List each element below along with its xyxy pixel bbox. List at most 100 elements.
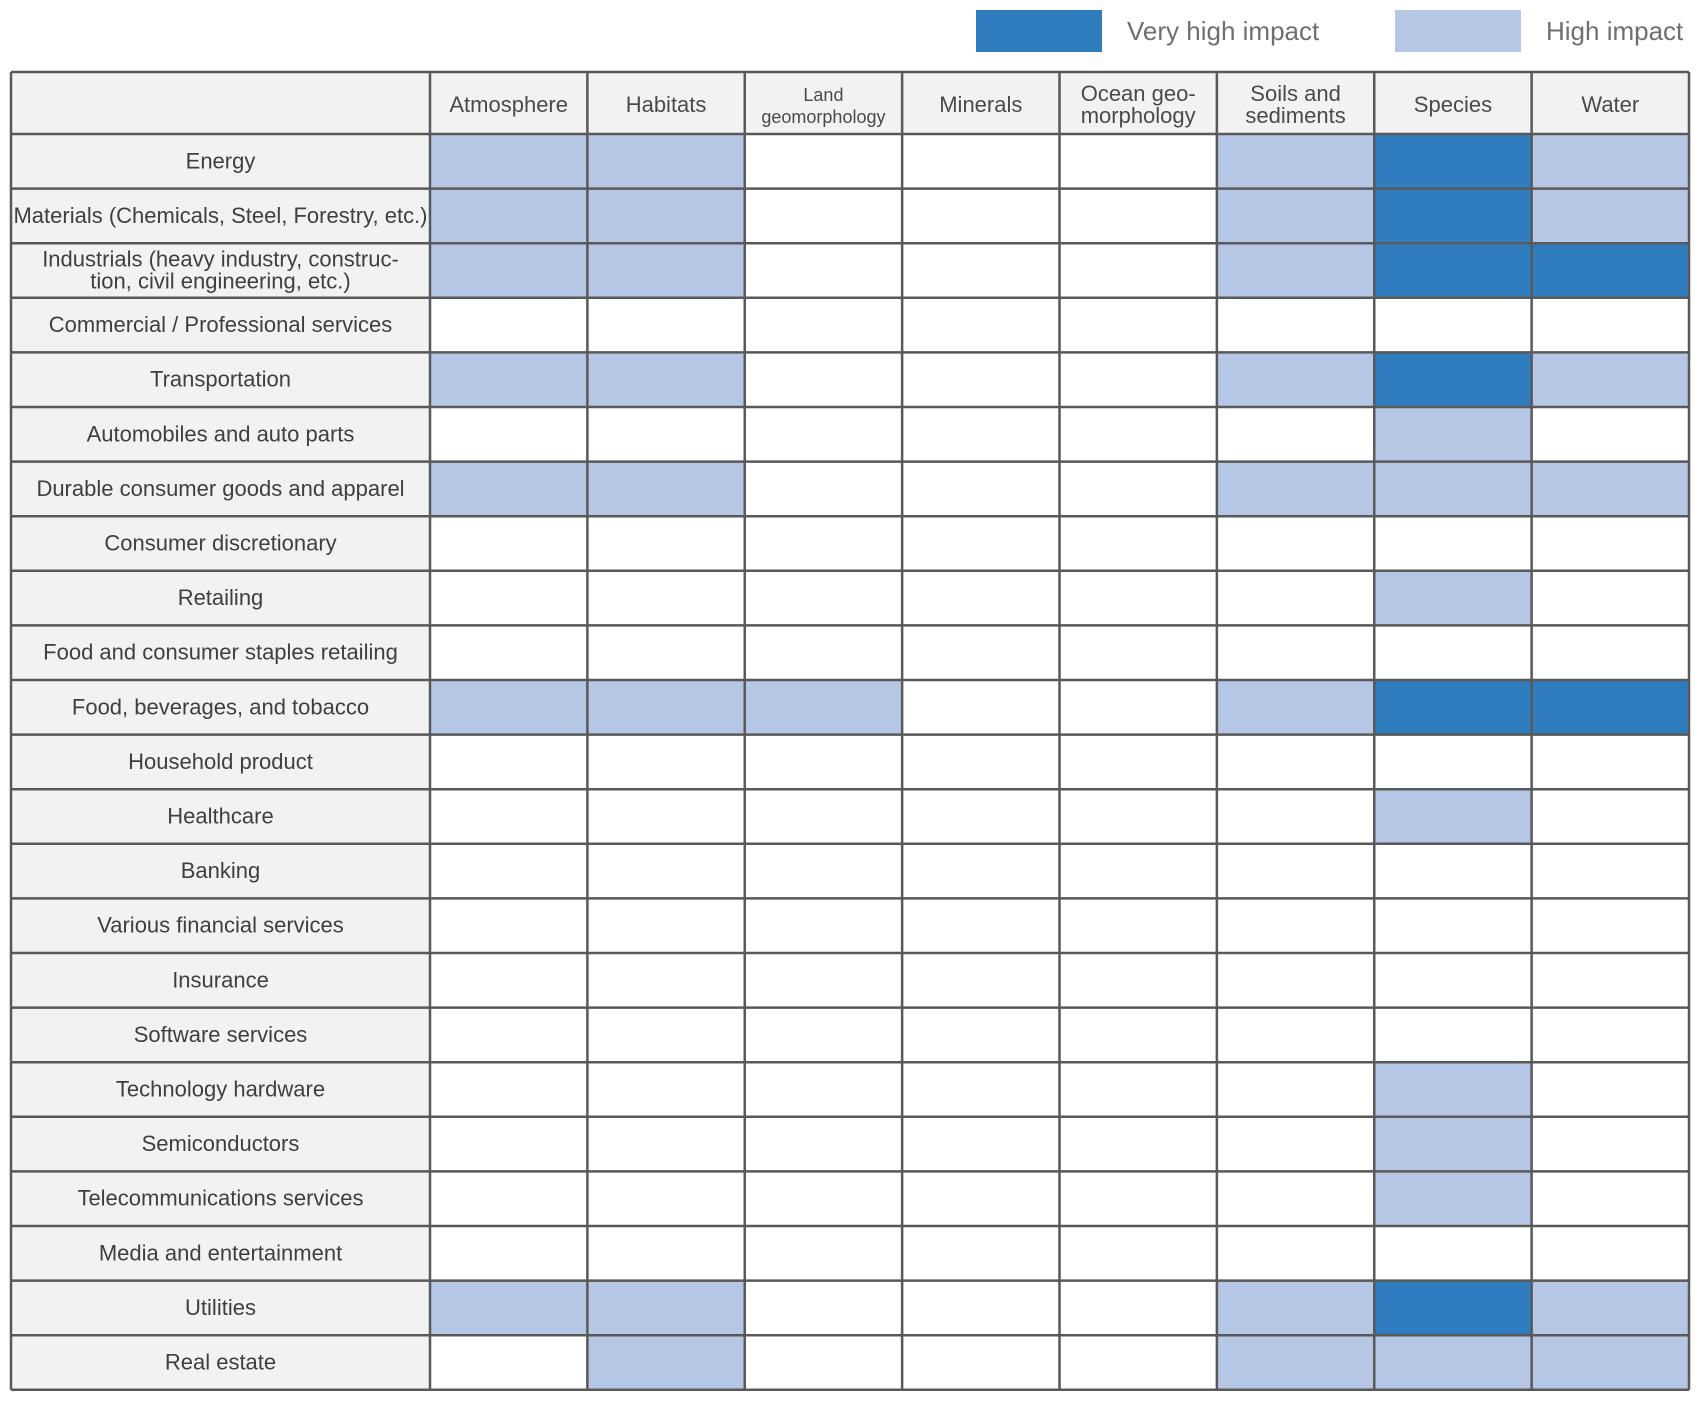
column-header-line: Atmosphere (449, 92, 568, 117)
row-label-line: Materials (Chemicals, Steel, Forestry, e… (13, 203, 427, 228)
matrix-cell (430, 188, 588, 244)
matrix-cell (1216, 1335, 1375, 1390)
matrix-cell (1059, 625, 1217, 680)
matrix-cell (1374, 680, 1532, 735)
matrix-cell (1059, 1007, 1217, 1063)
matrix-cell (430, 1171, 588, 1226)
row-label: Utilities (185, 1295, 256, 1320)
matrix-cell (1059, 570, 1217, 626)
matrix-cell (1059, 789, 1217, 844)
matrix-cell (902, 898, 1060, 953)
matrix-cell (1059, 680, 1217, 735)
matrix-cell (1059, 188, 1217, 244)
matrix-cell (430, 898, 588, 953)
row-label: Technology hardware (116, 1077, 325, 1102)
matrix-cell (1531, 243, 1689, 298)
row-label-line: Retailing (178, 585, 264, 610)
matrix-cell (744, 1007, 903, 1063)
matrix-cell (1216, 1280, 1375, 1336)
matrix-cell (587, 570, 745, 626)
matrix-cell (430, 243, 588, 298)
matrix-cell (1531, 680, 1689, 735)
matrix-cell (1216, 188, 1375, 244)
matrix-cell (430, 516, 588, 571)
matrix-cell (587, 1226, 745, 1281)
column-header-line: Minerals (939, 92, 1022, 117)
matrix-cell (430, 625, 588, 680)
matrix-cell (1374, 134, 1532, 189)
matrix-cell (1531, 297, 1689, 353)
column-header-line: Land (803, 85, 843, 105)
row-label: Software services (134, 1022, 308, 1047)
matrix-cell (1374, 1007, 1532, 1063)
matrix-cell (744, 243, 903, 298)
matrix-cell (744, 625, 903, 680)
matrix-cell (1216, 134, 1375, 189)
matrix-cell (744, 352, 903, 407)
matrix-cell (587, 789, 745, 844)
matrix-cell (587, 625, 745, 680)
matrix-cell (587, 461, 745, 517)
matrix-cell (1059, 734, 1217, 790)
matrix-cell (1059, 1062, 1217, 1117)
matrix-cell (587, 953, 745, 1008)
matrix-cell (1216, 1007, 1375, 1063)
row-label-line: Consumer discretionary (104, 531, 336, 556)
column-header-line: morphology (1081, 103, 1196, 128)
row-label: Retailing (178, 585, 264, 610)
matrix-cell (1374, 297, 1532, 353)
matrix-cell (1531, 1335, 1689, 1390)
row-label: Media and entertainment (99, 1240, 342, 1265)
row-label-line: Household product (128, 749, 313, 774)
matrix-cell (744, 680, 903, 735)
matrix-cell (902, 1226, 1060, 1281)
matrix-cell (587, 1335, 745, 1390)
matrix-cell (587, 134, 745, 189)
matrix-cell (1374, 789, 1532, 844)
matrix-cell (587, 1062, 745, 1117)
row-label: Food, beverages, and tobacco (72, 694, 369, 719)
matrix-cell (744, 953, 903, 1008)
matrix-cell (1059, 407, 1217, 462)
matrix-cell (1374, 1062, 1532, 1117)
matrix-cell (1059, 1116, 1217, 1172)
matrix-cell (1216, 1062, 1375, 1117)
row-label: Real estate (165, 1350, 276, 1375)
row-label-line: Real estate (165, 1350, 276, 1375)
matrix-cell (587, 898, 745, 953)
matrix-cell (430, 843, 588, 899)
matrix-cell (1531, 953, 1689, 1008)
matrix-cell (1059, 516, 1217, 571)
matrix-cell (1216, 898, 1375, 953)
matrix-cell (1059, 953, 1217, 1008)
row-label-line: Durable consumer goods and apparel (36, 476, 404, 501)
row-label: Materials (Chemicals, Steel, Forestry, e… (13, 203, 427, 228)
matrix-cell (587, 407, 745, 462)
legend: Very high impact High impact (0, 10, 1702, 52)
matrix-cell (744, 843, 903, 899)
matrix-cell (744, 407, 903, 462)
row-label-line: Commercial / Professional services (49, 312, 393, 337)
matrix-cell (744, 1226, 903, 1281)
column-header-line: geomorphology (761, 107, 885, 127)
matrix-cell (902, 680, 1060, 735)
matrix-cell (587, 1171, 745, 1226)
column-header: Land geomorphology (761, 85, 885, 127)
matrix-cell (1374, 953, 1532, 1008)
matrix-cell (902, 516, 1060, 571)
row-label: Consumer discretionary (104, 531, 336, 556)
matrix-cell (1531, 1171, 1689, 1226)
row-label-line: Food, beverages, and tobacco (72, 694, 369, 719)
matrix-cell (1374, 461, 1532, 517)
column-header-line: Soils and (1250, 81, 1341, 106)
matrix-cell (1374, 734, 1532, 790)
matrix-cell (1059, 134, 1217, 189)
legend-high-label: High impact (1546, 16, 1684, 46)
row-label-line: Utilities (185, 1295, 256, 1320)
row-label: Durable consumer goods and apparel (36, 476, 404, 501)
matrix-cell (1059, 1335, 1217, 1390)
matrix-cell (430, 352, 588, 407)
row-label-line: Software services (134, 1022, 308, 1047)
matrix-cell (430, 1116, 588, 1172)
row-label: Industrials (heavy industry, construc-ti… (42, 247, 399, 294)
